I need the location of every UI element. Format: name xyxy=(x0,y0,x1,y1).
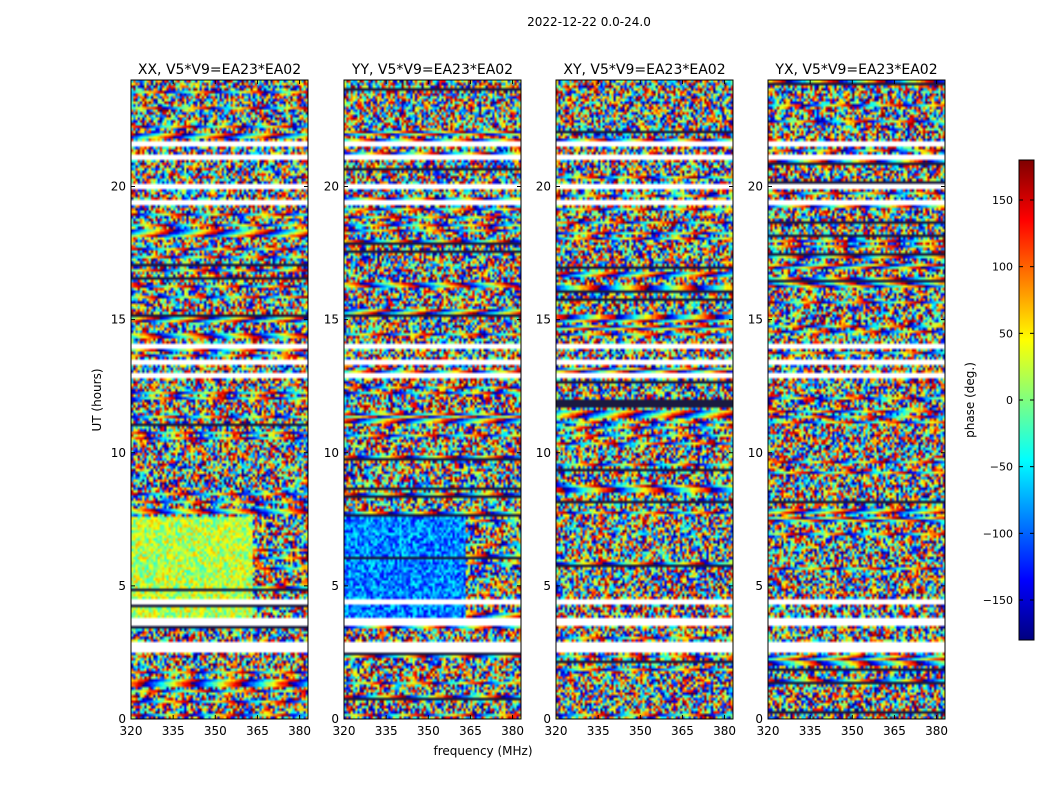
x-tick-label: 365 xyxy=(883,724,906,738)
panel-title: XX, V5*V9=EA23*EA02 xyxy=(138,62,301,78)
heatmap-image xyxy=(768,80,945,719)
panel-title: XY, V5*V9=EA23*EA02 xyxy=(563,62,725,78)
x-tick-label: 365 xyxy=(671,724,694,738)
y-tick-label: 5 xyxy=(543,579,551,593)
x-tick-label: 320 xyxy=(757,724,780,738)
panel-3: YX, V5*V9=EA23*EA02 320 335 350 365 380 0 5 10 15… xyxy=(748,62,948,738)
colorbar-tick-label: 100 xyxy=(992,261,1013,274)
panels: XX, V5*V9=EA23*EA02 320 335 350 365 380 0 5 10 15… xyxy=(111,62,948,738)
y-tick-label: 10 xyxy=(324,446,339,460)
x-tick-label: 350 xyxy=(204,724,227,738)
x-tick-label: 335 xyxy=(162,724,185,738)
y-tick-label: 20 xyxy=(111,180,126,194)
x-tick-label: 380 xyxy=(713,724,736,738)
heatmap-image xyxy=(131,80,308,719)
y-tick-label: 0 xyxy=(755,712,763,726)
x-tick-label: 380 xyxy=(288,724,311,738)
panel-2: XY, V5*V9=EA23*EA02 320 335 350 365 380 0 5 10 15… xyxy=(536,62,736,738)
x-tick-label: 335 xyxy=(375,724,398,738)
axes-frame xyxy=(767,79,946,720)
y-tick-label: 15 xyxy=(748,313,763,327)
y-tick-label: 10 xyxy=(536,446,551,460)
y-tick-label: 15 xyxy=(536,313,551,327)
y-tick-label: 0 xyxy=(118,712,126,726)
x-tick-label: 320 xyxy=(333,724,356,738)
heatmap-image xyxy=(556,80,733,719)
y-tick-label: 0 xyxy=(331,712,339,726)
colorbar-tick-label: −50 xyxy=(990,461,1013,474)
colorbar-tick-label: 50 xyxy=(999,327,1013,340)
x-tick-label: 320 xyxy=(120,724,143,738)
y-axis-label: UT (hours) xyxy=(90,368,104,431)
y-tick-label: 0 xyxy=(543,712,551,726)
y-tick-label: 20 xyxy=(324,180,339,194)
colorbar-label: phase (deg.) xyxy=(963,362,977,438)
colorbar-ticks: 150 100 50 0 −50 −100 −150 xyxy=(983,194,1034,607)
y-tick-label: 20 xyxy=(748,180,763,194)
y-tick-label: 15 xyxy=(324,313,339,327)
colorbar-tick-label: −100 xyxy=(983,527,1013,540)
x-tick-label: 365 xyxy=(246,724,269,738)
x-tick-label: 335 xyxy=(587,724,610,738)
colorbar: 150 100 50 0 −50 −100 −150 phase (deg.) xyxy=(963,159,1035,641)
y-tick-label: 5 xyxy=(118,579,126,593)
colorbar-tick-label: −150 xyxy=(983,594,1013,607)
panel-0: XX, V5*V9=EA23*EA02 320 335 350 365 380 0 5 10 15… xyxy=(111,62,311,738)
y-tick-label: 10 xyxy=(748,446,763,460)
axes-frame xyxy=(343,79,522,720)
x-tick-label: 320 xyxy=(545,724,568,738)
y-tick-label: 5 xyxy=(331,579,339,593)
x-tick-label: 350 xyxy=(841,724,864,738)
panel-title: YY, V5*V9=EA23*EA02 xyxy=(351,62,513,78)
x-tick-label: 380 xyxy=(925,724,948,738)
x-tick-label: 380 xyxy=(501,724,524,738)
panel-1: YY, V5*V9=EA23*EA02 320 335 350 365 380 0 5 10 15… xyxy=(324,62,524,738)
axes-frame xyxy=(555,79,734,720)
x-tick-label: 365 xyxy=(459,724,482,738)
x-tick-label: 335 xyxy=(799,724,822,738)
panel-title: YX, V5*V9=EA23*EA02 xyxy=(774,62,937,78)
axes-frame xyxy=(130,79,309,720)
x-tick-label: 350 xyxy=(417,724,440,738)
y-tick-label: 15 xyxy=(111,313,126,327)
heatmap-image xyxy=(344,80,521,719)
y-tick-label: 5 xyxy=(755,579,763,593)
y-tick-label: 10 xyxy=(111,446,126,460)
x-axis-label: frequency (MHz) xyxy=(433,744,532,758)
y-tick-label: 20 xyxy=(536,180,551,194)
colorbar-tick-label: 150 xyxy=(992,194,1013,207)
colorbar-tick-label: 0 xyxy=(1006,394,1013,407)
figure-title: 2022-12-22 0.0-24.0 xyxy=(527,15,651,29)
x-tick-label: 350 xyxy=(629,724,652,738)
